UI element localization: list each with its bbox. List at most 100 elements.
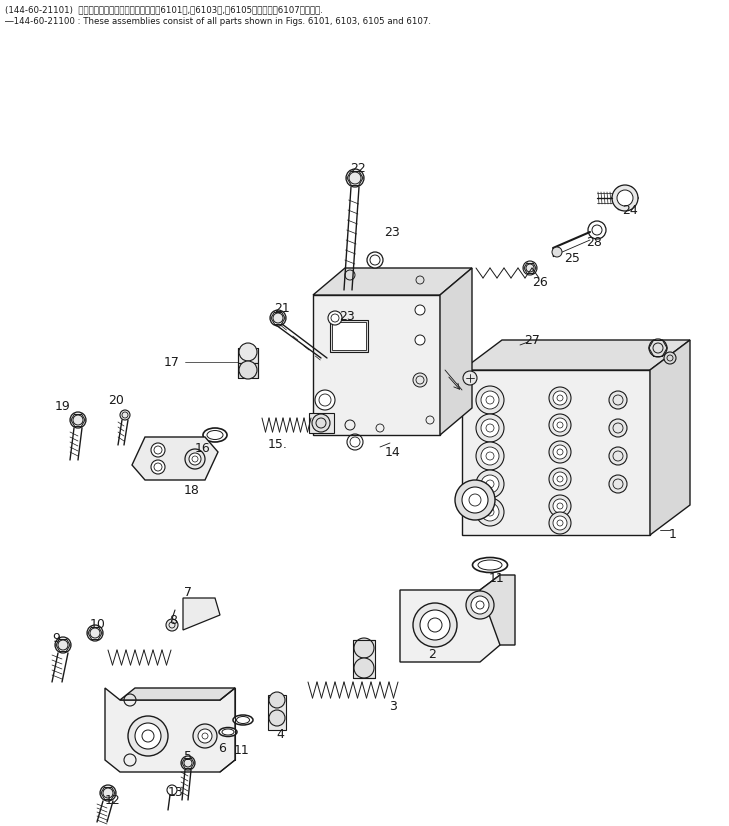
Circle shape	[269, 692, 285, 708]
Bar	[332, 322, 366, 350]
Ellipse shape	[203, 428, 227, 442]
Bar	[238, 363, 258, 378]
Circle shape	[481, 419, 499, 437]
Circle shape	[128, 716, 168, 756]
Text: 17: 17	[164, 355, 180, 368]
Circle shape	[553, 418, 567, 432]
Circle shape	[55, 637, 71, 653]
Circle shape	[476, 414, 504, 442]
Text: 11: 11	[234, 743, 250, 757]
Circle shape	[413, 603, 457, 647]
Circle shape	[553, 445, 567, 459]
Circle shape	[239, 361, 257, 379]
Text: 22: 22	[350, 162, 366, 174]
Circle shape	[415, 305, 425, 315]
Circle shape	[609, 447, 627, 465]
Text: 23: 23	[339, 310, 355, 322]
Circle shape	[462, 487, 488, 513]
Text: 21: 21	[274, 301, 290, 315]
Circle shape	[553, 499, 567, 513]
Text: (144-60-21101)  これらのアセンブリの構成部品は第6101図,第6103図,第6105図および第6107図を見よ.: (144-60-21101) これらのアセンブリの構成部品は第6101図,第61…	[5, 5, 323, 14]
Circle shape	[328, 311, 342, 325]
Bar	[353, 640, 375, 678]
Text: 28: 28	[586, 235, 602, 249]
Circle shape	[552, 247, 562, 257]
Text: 8: 8	[169, 614, 177, 626]
Text: 24: 24	[622, 205, 638, 217]
Circle shape	[269, 710, 285, 726]
Circle shape	[549, 414, 571, 436]
Circle shape	[471, 596, 489, 614]
Text: 10: 10	[90, 619, 106, 632]
Circle shape	[270, 310, 286, 326]
Text: 4: 4	[276, 729, 284, 742]
Bar	[330, 320, 368, 352]
Polygon shape	[183, 598, 220, 630]
Polygon shape	[400, 575, 500, 662]
Circle shape	[463, 371, 477, 385]
Text: 7: 7	[184, 586, 192, 600]
Text: 18: 18	[184, 483, 200, 496]
Circle shape	[367, 252, 383, 268]
Bar	[238, 348, 258, 363]
Circle shape	[151, 460, 165, 474]
Circle shape	[553, 391, 567, 405]
Text: 26: 26	[532, 277, 548, 289]
Text: 9: 9	[52, 632, 60, 644]
Circle shape	[612, 185, 638, 211]
Polygon shape	[440, 268, 472, 435]
Circle shape	[476, 498, 504, 526]
Circle shape	[70, 412, 86, 428]
Ellipse shape	[233, 715, 253, 725]
Circle shape	[120, 410, 130, 420]
Text: 6: 6	[218, 742, 226, 754]
Bar	[268, 695, 286, 730]
Circle shape	[553, 516, 567, 530]
Circle shape	[87, 625, 103, 641]
Circle shape	[481, 391, 499, 409]
Circle shape	[193, 724, 217, 748]
Circle shape	[413, 373, 427, 387]
Text: 14: 14	[385, 445, 401, 458]
Circle shape	[151, 443, 165, 457]
Circle shape	[617, 190, 633, 206]
Circle shape	[549, 468, 571, 490]
Text: 16: 16	[195, 443, 211, 455]
Polygon shape	[105, 688, 235, 772]
Text: 1: 1	[669, 529, 677, 542]
Circle shape	[481, 447, 499, 465]
Circle shape	[100, 785, 116, 801]
Circle shape	[549, 512, 571, 534]
Text: 11: 11	[489, 572, 505, 585]
Text: 23: 23	[384, 225, 400, 239]
Circle shape	[354, 658, 374, 678]
Text: 15.: 15.	[268, 439, 288, 452]
Circle shape	[455, 480, 495, 520]
Circle shape	[609, 475, 627, 493]
Circle shape	[181, 756, 195, 770]
Text: 13: 13	[168, 786, 184, 800]
Circle shape	[609, 391, 627, 409]
Circle shape	[476, 442, 504, 470]
Circle shape	[664, 352, 676, 364]
Circle shape	[523, 261, 537, 275]
Polygon shape	[132, 437, 218, 480]
Circle shape	[549, 495, 571, 517]
Circle shape	[415, 335, 425, 345]
Circle shape	[609, 419, 627, 437]
Circle shape	[466, 591, 494, 619]
Circle shape	[166, 619, 178, 631]
Polygon shape	[120, 688, 235, 700]
Circle shape	[346, 169, 364, 187]
Circle shape	[481, 503, 499, 521]
Circle shape	[549, 387, 571, 409]
Text: 12: 12	[105, 794, 121, 806]
Circle shape	[198, 729, 212, 743]
Circle shape	[239, 343, 257, 361]
Circle shape	[549, 441, 571, 463]
Bar	[309, 413, 334, 433]
Ellipse shape	[472, 558, 507, 572]
Polygon shape	[462, 340, 690, 370]
Circle shape	[476, 470, 504, 498]
Polygon shape	[480, 575, 515, 645]
